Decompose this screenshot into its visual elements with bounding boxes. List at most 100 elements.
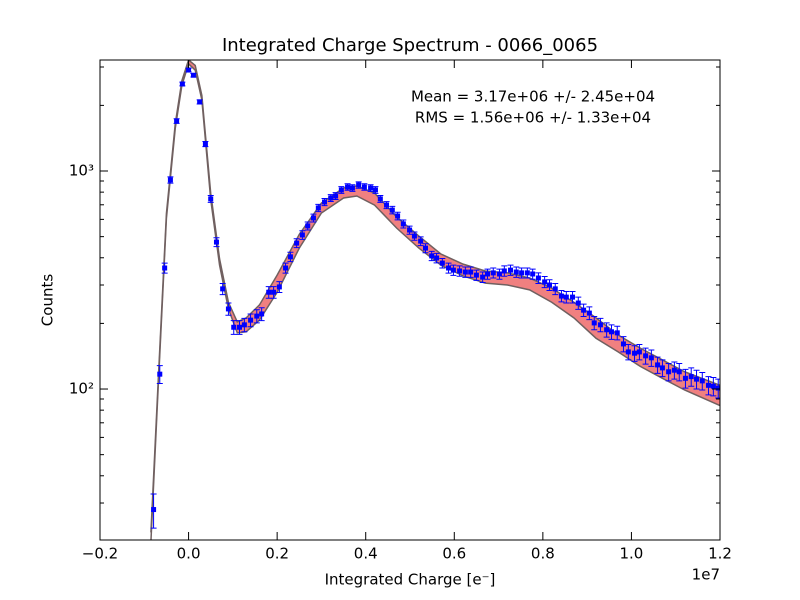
x-tick-label: 1.0: [619, 545, 643, 563]
data-point: [666, 369, 672, 375]
data-point: [384, 202, 390, 208]
x-tick-label: −0.2: [82, 545, 118, 563]
data-point: [682, 375, 688, 381]
annotation: RMS = 1.56e+06 +/- 1.33e+04: [415, 109, 651, 127]
x-tick-label: 0.4: [354, 545, 378, 563]
data-point: [345, 184, 351, 190]
data-point: [643, 353, 649, 359]
data-point: [597, 322, 603, 328]
data-point: [513, 269, 519, 275]
data-point: [530, 271, 536, 277]
data-point: [395, 213, 401, 219]
x-offset-label: 1e7: [692, 566, 720, 584]
data-point: [254, 313, 260, 319]
data-point: [283, 265, 289, 271]
data-point: [276, 284, 282, 290]
data-point: [688, 374, 694, 380]
data-point: [328, 195, 334, 201]
data-point: [434, 255, 440, 261]
data-point: [655, 362, 661, 368]
data-point: [231, 324, 237, 330]
data-point: [524, 270, 530, 276]
data-point: [508, 267, 514, 273]
data-point: [501, 268, 507, 274]
x-tick-label: 1.2: [708, 545, 732, 563]
data-point: [418, 238, 424, 244]
data-point: [361, 184, 367, 190]
data-point: [349, 185, 355, 191]
chart-title: Integrated Charge Spectrum - 0066_0065: [222, 35, 598, 56]
data-point: [468, 269, 474, 275]
data-point: [694, 376, 700, 382]
data-point: [715, 385, 720, 391]
data-point: [625, 349, 631, 355]
data-point: [157, 371, 163, 377]
data-point: [179, 81, 185, 87]
data-point: [558, 293, 564, 299]
data-point: [446, 265, 452, 271]
data-point: [237, 324, 242, 330]
plot-area: [150, 60, 720, 540]
data-point: [614, 330, 620, 336]
data-point: [248, 317, 254, 323]
data-point: [266, 289, 272, 295]
data-point: [439, 260, 445, 266]
data-point: [485, 271, 490, 277]
data-point: [271, 289, 277, 295]
data-point: [299, 232, 305, 238]
y-tick-label: 10³: [69, 162, 94, 180]
x-tick-label: 0.8: [531, 545, 555, 563]
data-point: [676, 369, 682, 375]
data-point: [389, 207, 395, 213]
data-point: [563, 294, 569, 300]
data-point: [368, 185, 374, 191]
data-point: [710, 383, 716, 389]
data-point: [473, 272, 479, 278]
data-point: [220, 286, 226, 292]
data-point: [400, 221, 406, 227]
data-point: [480, 274, 486, 280]
data-point: [547, 282, 552, 288]
data-point: [356, 182, 362, 188]
data-point: [310, 215, 316, 221]
data-point: [423, 245, 428, 251]
data-point: [241, 322, 247, 328]
x-tick-label: 0.0: [177, 545, 201, 563]
data-point: [636, 349, 642, 355]
data-point: [294, 240, 300, 246]
data-point: [377, 196, 383, 202]
data-point: [586, 310, 592, 316]
data-point: [671, 367, 677, 373]
data-point: [174, 118, 180, 124]
data-point: [575, 300, 581, 306]
x-tick-label: 0.6: [442, 545, 466, 563]
fit-band: [150, 60, 720, 540]
data-point: [197, 99, 203, 105]
data-point: [542, 279, 548, 285]
data-point: [632, 350, 638, 356]
data-point: [604, 327, 610, 333]
data-point: [457, 268, 463, 274]
data-point: [429, 253, 435, 259]
data-point: [167, 177, 173, 183]
data-point: [186, 67, 192, 73]
data-point: [519, 270, 525, 276]
data-point: [699, 378, 705, 384]
data-point: [190, 72, 196, 78]
data-point: [338, 187, 344, 193]
data-point: [411, 233, 417, 239]
data-point: [570, 294, 576, 300]
x-axis-label: Integrated Charge [e⁻]: [325, 571, 496, 589]
data-point: [620, 341, 626, 347]
data-point: [151, 507, 157, 513]
data-point: [305, 223, 311, 229]
data-point: [259, 311, 265, 317]
data-point: [591, 320, 597, 326]
data-point: [648, 355, 654, 361]
data-point: [213, 239, 219, 245]
data-point: [225, 306, 231, 312]
data-point: [333, 193, 339, 199]
data-point: [450, 267, 456, 273]
data-point: [372, 187, 378, 193]
